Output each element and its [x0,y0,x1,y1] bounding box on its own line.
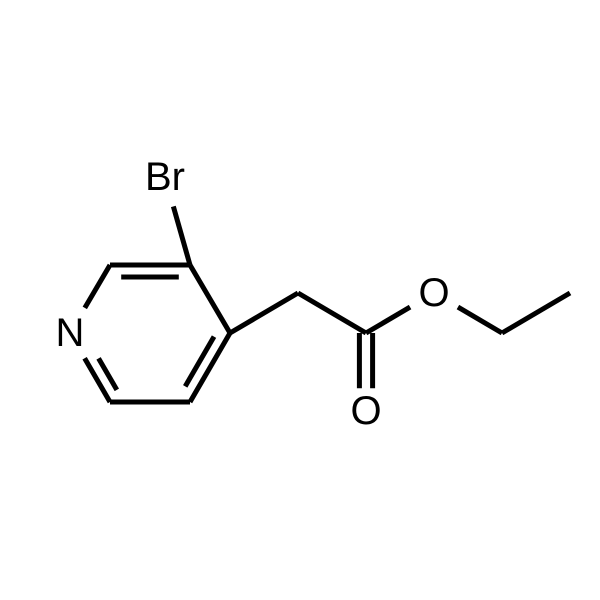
atom-label-n: N [56,311,85,355]
bond [502,293,570,333]
bond [85,358,110,402]
bond [85,265,110,308]
molecule-diagram: N Br O O [0,0,600,600]
atom-label-o: O [418,271,449,315]
bond [185,337,214,387]
atom-label-o: O [350,389,381,433]
bond [458,307,502,333]
bond [366,307,410,333]
bond [230,293,298,333]
bond [190,265,230,333]
bond [298,293,366,333]
atom-label-br: Br [145,155,185,199]
bond [173,206,190,265]
